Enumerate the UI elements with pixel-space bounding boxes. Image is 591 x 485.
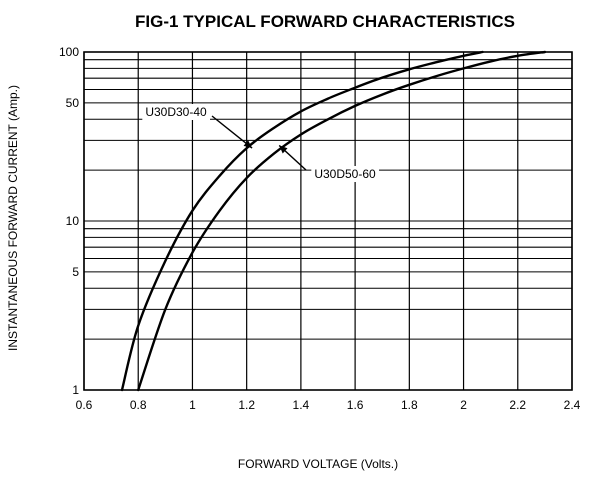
- y-tick-label: 10: [66, 214, 80, 228]
- x-tick-labels: 0.6 0.8 1 1.2 1.4 1.6 1.8 2 2.2 2.4: [76, 398, 581, 412]
- callout-label-bg: [142, 104, 211, 120]
- series-callouts: U30D30-40 U30D50-60: [142, 104, 380, 182]
- x-tick-label: 1.4: [293, 398, 310, 412]
- x-tick-label: 1: [189, 398, 196, 412]
- y-tick-label: 50: [66, 96, 80, 110]
- x-tick-label: 1.8: [401, 398, 418, 412]
- x-tick-label: 2: [460, 398, 467, 412]
- minor-gridlines: [84, 59, 572, 340]
- x-tick-label: 1.2: [238, 398, 255, 412]
- callout-leader: [211, 115, 253, 149]
- x-tick-label: 1.6: [347, 398, 364, 412]
- callout-label-bg: [311, 166, 380, 182]
- series-callout-label: U30D30-40: [145, 105, 207, 119]
- series-layer: [120, 50, 547, 392]
- series-line-1: [137, 50, 547, 392]
- series-callout-label: U30D50-60: [314, 167, 376, 181]
- callout-arrowhead: [243, 140, 253, 149]
- y-tick-label: 5: [72, 265, 79, 279]
- y-tick-labels: 1 5 10 50 100: [59, 45, 79, 397]
- y-tick-label: 1: [72, 383, 79, 397]
- x-tick-label: 2.4: [564, 398, 581, 412]
- x-tick-label: 0.6: [76, 398, 93, 412]
- series-line-0: [120, 50, 484, 392]
- x-tick-label: 0.8: [130, 398, 147, 412]
- chart-title: FIG-1 TYPICAL FORWARD CHARACTERISTICS: [135, 12, 515, 31]
- plot-frame: [83, 51, 573, 391]
- callout-arrowhead: [279, 145, 288, 154]
- y-axis-label: INSTANTANEOUS FORWARD CURRENT (Amp.): [6, 85, 20, 351]
- x-axis-label: FORWARD VOLTAGE (Volts.): [238, 457, 398, 471]
- x-tick-label: 2.2: [509, 398, 526, 412]
- y-tick-label: 100: [59, 45, 79, 59]
